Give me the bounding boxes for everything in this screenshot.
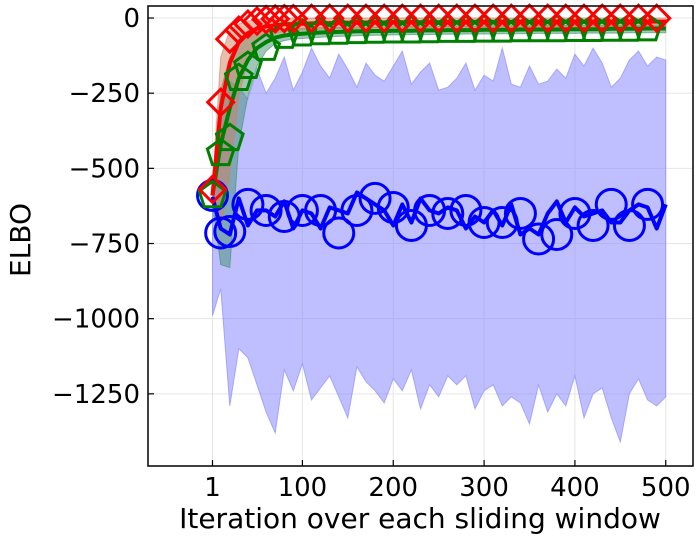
series-marker [223, 62, 254, 91]
y-tick-label: 0 [123, 4, 140, 34]
series-marker [469, 13, 500, 43]
y-axis-label: ELBO [4, 203, 37, 277]
y-tick-label: −1000 [52, 305, 140, 335]
series-marker [205, 87, 236, 118]
series-marker [358, 181, 392, 215]
series-marker [378, 14, 409, 44]
series-marker [267, 199, 301, 233]
x-tick-label: 100 [278, 473, 328, 503]
plot-frame [147, 5, 694, 467]
series-marker [214, 23, 245, 55]
series-marker [305, 16, 336, 46]
series-marker [197, 174, 228, 205]
series-marker [485, 205, 519, 239]
series-marker [413, 193, 447, 227]
series-marker [304, 193, 338, 227]
series-marker [541, 13, 572, 43]
series-marker [503, 196, 537, 230]
series-marker [285, 193, 319, 227]
x-axis-label: Iteration over each sliding window [179, 502, 661, 535]
series-marker [214, 122, 245, 152]
x-ticks: 1 100 200 300 400 500 [204, 460, 691, 503]
series-marker [376, 190, 410, 224]
series-marker [449, 193, 483, 227]
series-marker [251, 32, 282, 61]
y-tick-label: −500 [69, 154, 140, 184]
x-tick-label: 400 [550, 473, 600, 503]
series-marker [231, 187, 265, 221]
series-marker [505, 13, 536, 43]
series-marker [558, 196, 592, 230]
x-tick-label: 1 [204, 473, 221, 503]
series-marker [341, 15, 372, 45]
series-marker [340, 193, 374, 227]
series-marker [487, 13, 518, 43]
series-marker [576, 208, 610, 242]
series-marker [213, 214, 247, 248]
y-tick-label: −750 [69, 230, 140, 260]
series-marker [578, 13, 609, 42]
x-tick-label: 500 [641, 473, 691, 503]
series-marker [559, 13, 590, 42]
x-tick-label: 300 [459, 473, 509, 503]
series-marker [631, 187, 665, 221]
y-tick-label: −1250 [52, 380, 140, 410]
series-marker [522, 222, 556, 256]
series-marker [432, 14, 463, 43]
series-marker [632, 12, 663, 42]
series-marker [614, 12, 645, 42]
series-marker [249, 193, 283, 227]
y-tick-label: −250 [69, 79, 140, 109]
series-marker [594, 187, 628, 221]
series-marker [612, 208, 646, 242]
series-markers [195, 3, 672, 256]
series-marker [523, 13, 554, 43]
x-tick-label: 200 [368, 473, 418, 503]
series-marker [205, 137, 236, 167]
series-marker [540, 217, 574, 251]
series-marker [232, 8, 264, 40]
series-marker [467, 205, 501, 239]
series-marker [323, 16, 354, 45]
series-marker [269, 3, 300, 34]
series-marker [596, 12, 627, 42]
series-marker [360, 15, 391, 44]
series-marker [450, 14, 481, 43]
series-marker [431, 196, 465, 230]
series-marker [322, 216, 356, 250]
y-ticks: 0 −250 −500 −750 −1000 −1250 [52, 4, 154, 410]
series-marker [641, 3, 672, 34]
series-marker [414, 14, 445, 44]
series-band [212, 46, 667, 444]
series-marker [396, 14, 427, 44]
